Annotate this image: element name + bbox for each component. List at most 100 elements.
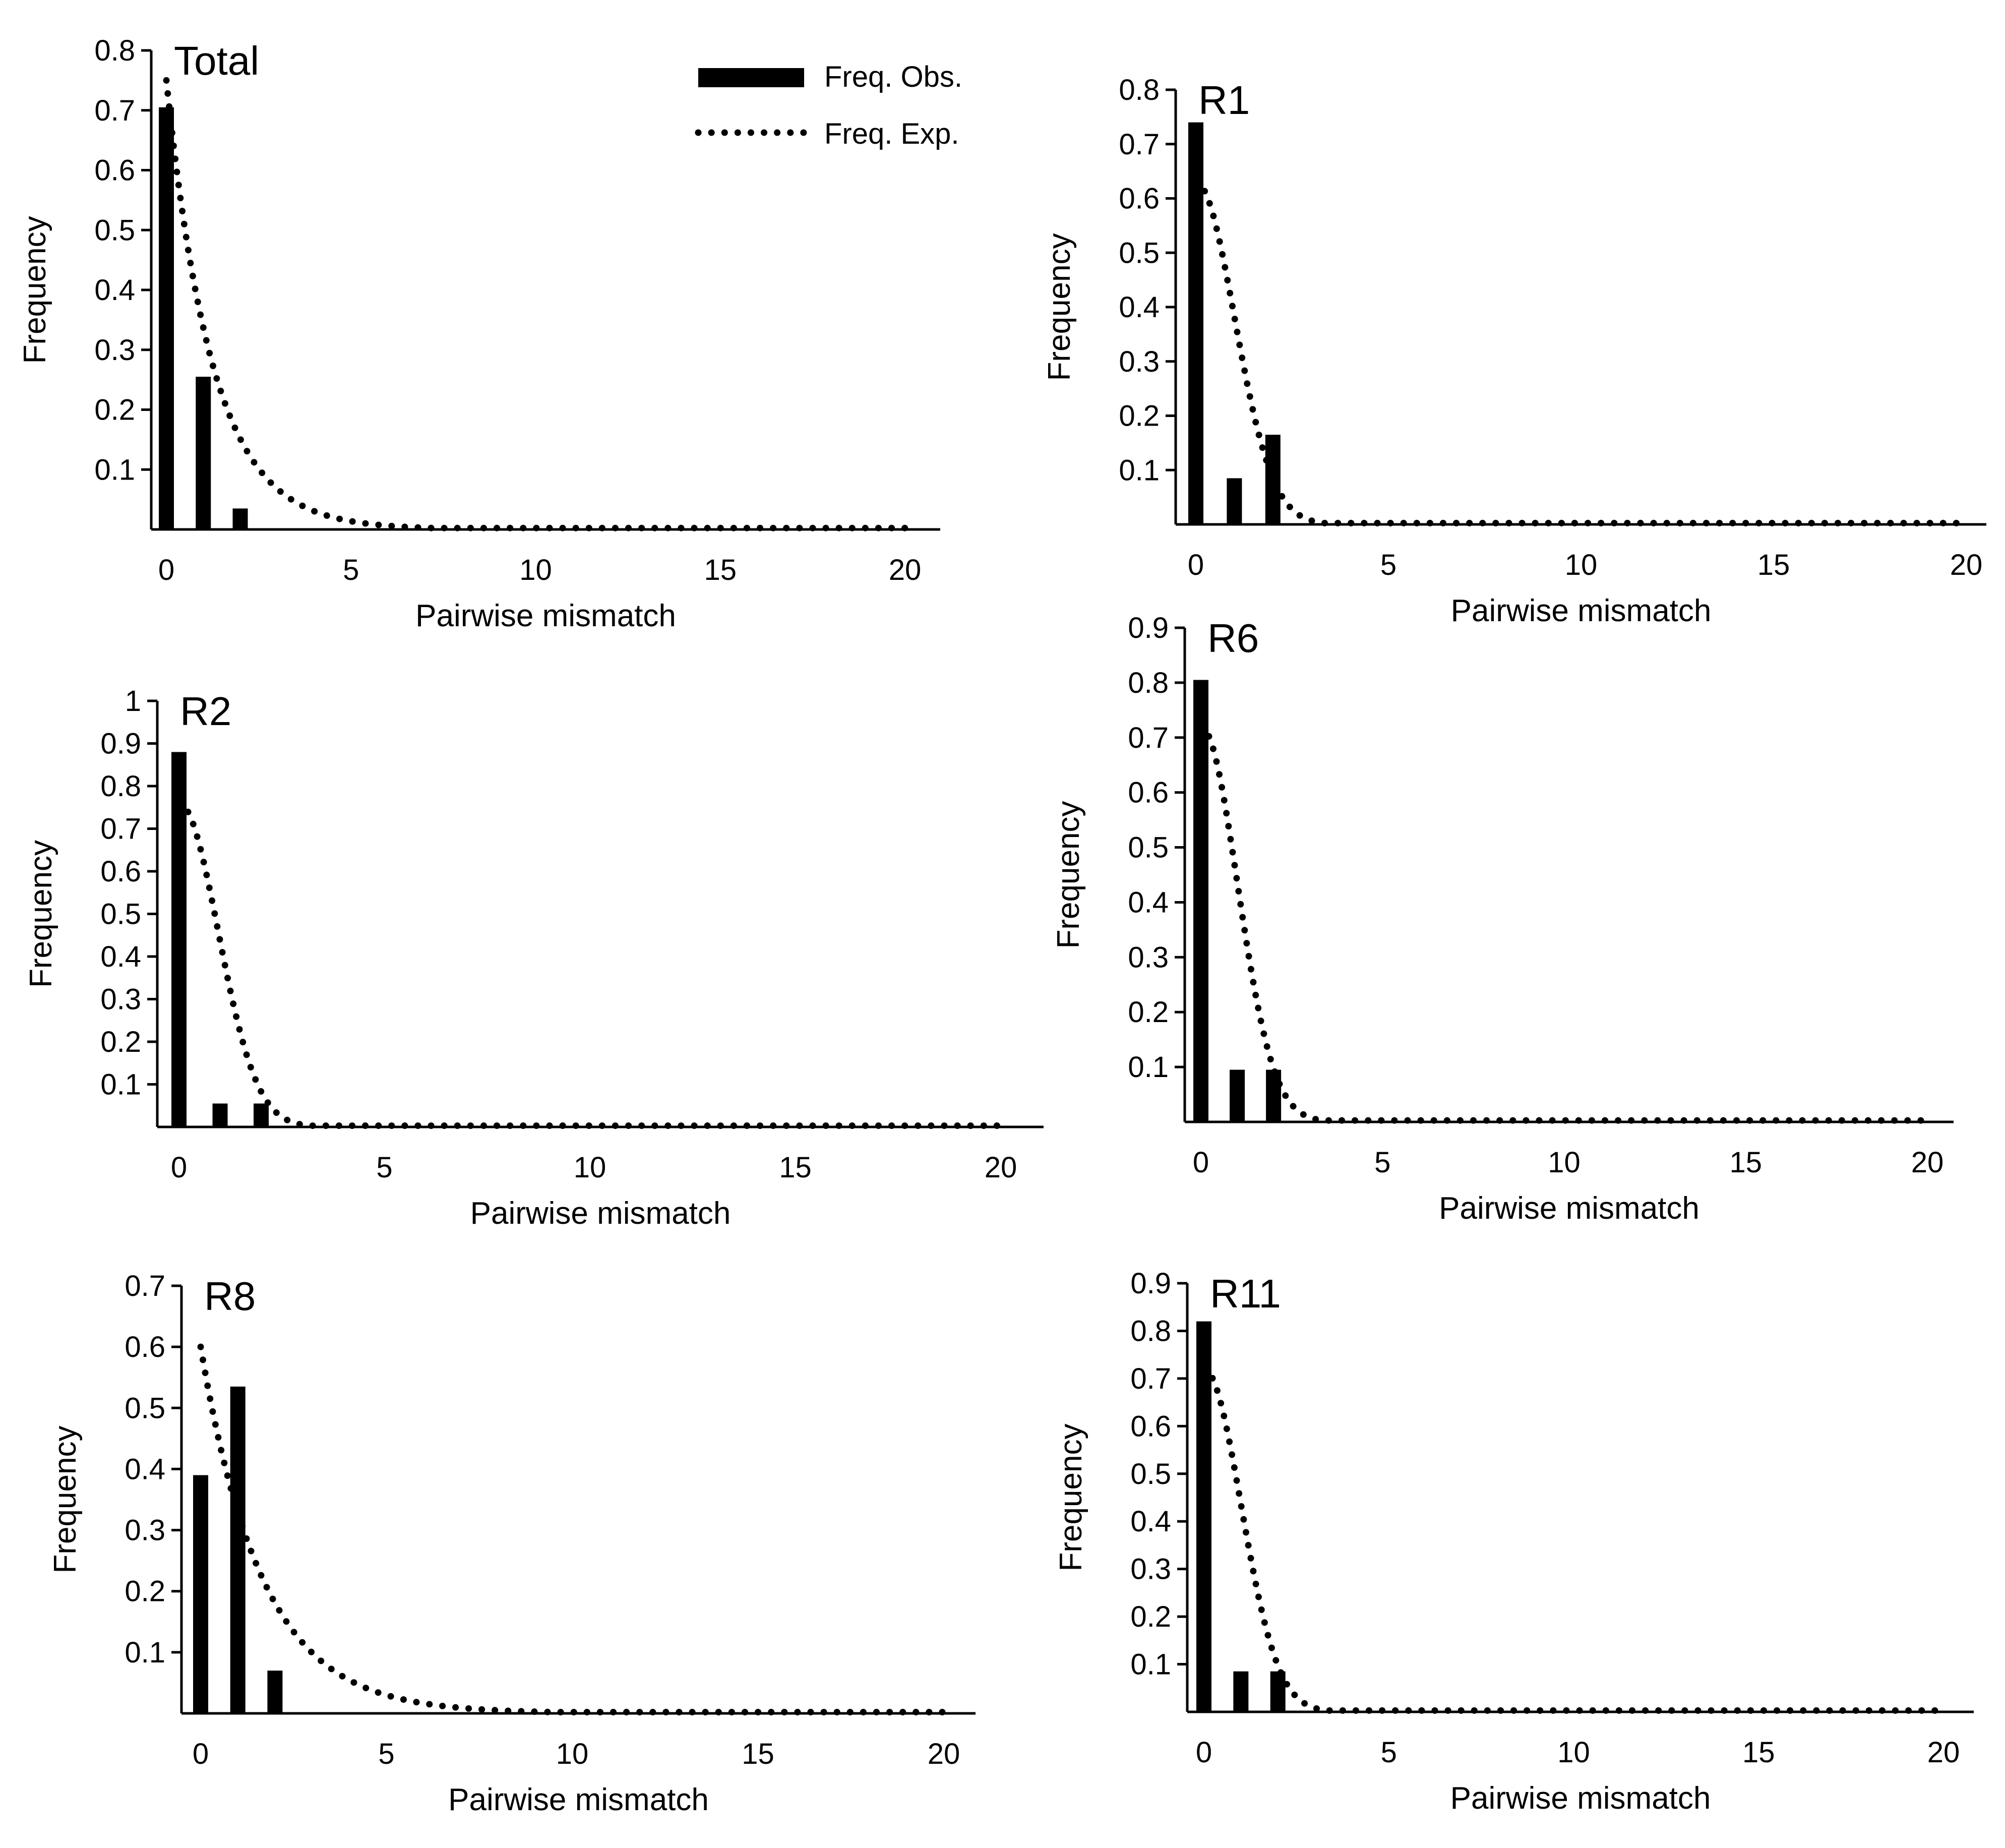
y-tick-label: 0.2: [94, 394, 135, 427]
y-tick-label: 0.3: [1119, 345, 1160, 378]
y-tick-label: 0.1: [1128, 1051, 1169, 1084]
y-axis-title: Frequency: [18, 216, 52, 364]
y-tick-label: 0.9: [1130, 1267, 1171, 1300]
x-tick-label: 20: [985, 1151, 1017, 1184]
x-tick-label: 5: [1374, 1146, 1390, 1179]
x-tick-label: 20: [1927, 1736, 1960, 1769]
y-tick-label: 0.2: [1128, 996, 1169, 1029]
line-expected: [175, 800, 1004, 1129]
y-tick-label: 0.2: [125, 1575, 165, 1608]
y-axis-title: Frequency: [1054, 1424, 1088, 1572]
x-axis-title: Pairwise mismatch: [415, 599, 676, 633]
x-axis-title: Pairwise mismatch: [448, 1782, 709, 1817]
y-tick-label: 0.1: [125, 1636, 165, 1669]
x-axis-title: Pairwise mismatch: [1451, 593, 1712, 628]
legend: Freq. Obs. Freq. Exp.: [695, 61, 962, 150]
y-tick-label: 0.4: [1119, 291, 1160, 324]
y-tick-label: 0.7: [1119, 128, 1160, 161]
chart-panel: 0.1 0.2 0.3 0.4 0.5 0.6 0.7 0.8 0 5 10 15 20 Pairwise…: [18, 34, 940, 633]
y-tick-label: 0.6: [1119, 183, 1160, 215]
x-axis-title: Pairwise mismatch: [1450, 1781, 1711, 1816]
y-tick-label: 0.7: [1128, 722, 1169, 754]
x-tick-label: 10: [1548, 1146, 1581, 1179]
bar-observed: [1227, 478, 1242, 524]
y-tick-label: 0.8: [1119, 74, 1160, 106]
line-expected: [197, 1343, 947, 1715]
x-tick-label: 15: [1729, 1146, 1762, 1179]
y-tick-label: 0.6: [100, 855, 141, 888]
y-tick-label: 0.4: [1128, 886, 1169, 919]
y-tick-label: 0.8: [1128, 667, 1169, 699]
bar-observed: [267, 1671, 283, 1713]
y-tick-label: 0.4: [94, 274, 135, 307]
y-tick-label: 0.5: [125, 1392, 165, 1424]
x-tick-label: 10: [556, 1738, 589, 1770]
panel-title: R2: [180, 689, 231, 734]
x-tick-label: 0: [1193, 1146, 1209, 1179]
y-tick-label: 0.7: [125, 1270, 165, 1302]
y-tick-label: 0.1: [1119, 454, 1160, 487]
line-expected: [1192, 178, 1970, 526]
bar-observed: [1270, 1671, 1286, 1712]
y-tick-label: 0.6: [125, 1331, 165, 1363]
bar-observed: [193, 1475, 208, 1713]
bar-observed: [230, 1386, 246, 1713]
x-axis-title: Pairwise mismatch: [470, 1196, 731, 1231]
line-expected: [163, 77, 908, 531]
x-tick-label: 0: [158, 554, 174, 586]
legend-expected-label: Freq. Exp.: [824, 117, 959, 150]
x-tick-label: 0: [171, 1151, 187, 1184]
y-axis-title: Frequency: [24, 840, 58, 988]
x-tick-label: 10: [1557, 1736, 1590, 1769]
panel-title: R8: [204, 1274, 256, 1319]
x-tick-label: 5: [378, 1738, 394, 1770]
y-tick-label: 0.9: [100, 728, 141, 760]
x-tick-label: 20: [1911, 1146, 1944, 1179]
y-tick-label: 0.1: [1130, 1648, 1171, 1681]
x-tick-label: 5: [1380, 549, 1396, 581]
panel-title: R6: [1207, 616, 1259, 661]
bar-observed: [1266, 1069, 1282, 1122]
x-tick-label: 5: [1381, 1736, 1397, 1769]
y-tick-label: 0.5: [1130, 1458, 1171, 1491]
x-tick-label: 15: [779, 1151, 812, 1184]
y-tick-label: 0.6: [1128, 777, 1169, 809]
y-tick-label: 0.3: [100, 983, 141, 1016]
y-tick-label: 0.5: [94, 214, 135, 247]
chart-panel: 0.1 0.2 0.3 0.4 0.5 0.6 0.7 0.8 0.9 0 5 10 15 20 Pairw…: [1054, 1267, 1974, 1816]
chart-panel: 0.1 0.2 0.3 0.4 0.5 0.6 0.7 0.8 0.9 0 5 10 15 20 Pairw…: [1051, 612, 1954, 1226]
y-tick-label: 0.5: [100, 898, 141, 931]
chart-panel: 0.1 0.2 0.3 0.4 0.5 0.6 0.7 0.8 0 5 10 15 20 Pairwise…: [1042, 74, 1986, 628]
x-tick-label: 10: [519, 554, 552, 586]
bar-observed: [1196, 1321, 1211, 1712]
y-tick-label: 0.6: [1130, 1410, 1171, 1443]
bar-observed: [1188, 122, 1203, 524]
y-tick-label: 0.5: [1128, 831, 1169, 864]
y-tick-label: 0.1: [94, 453, 135, 486]
panel-title: R11: [1210, 1271, 1281, 1316]
y-tick-label: 0.5: [1119, 236, 1160, 269]
y-tick-label: 0.2: [100, 1026, 141, 1058]
x-tick-label: 15: [742, 1738, 774, 1770]
bar-observed: [1265, 435, 1281, 524]
bar-observed: [196, 377, 211, 529]
x-tick-label: 0: [1196, 1736, 1212, 1769]
y-tick-label: 0.7: [100, 813, 141, 846]
chart-panel: 0.10.20.30.40.50.60.70.80.910 5 10 15 20Pair…: [24, 685, 1044, 1231]
y-tick-label: 0.3: [94, 334, 135, 367]
y-tick-label: 0.7: [94, 94, 135, 127]
y-tick-label: 0.8: [100, 770, 141, 803]
panel-title: R1: [1198, 78, 1250, 123]
y-tick-label: 0.4: [125, 1453, 165, 1485]
y-tick-label: 0.2: [1119, 400, 1160, 433]
x-tick-label: 15: [704, 554, 737, 586]
x-axis-title: Pairwise mismatch: [1439, 1191, 1699, 1226]
x-tick-label: 10: [1565, 549, 1598, 581]
y-tick-label: 0.7: [1130, 1362, 1171, 1395]
x-tick-label: 0: [1188, 549, 1204, 581]
line-expected: [1197, 723, 1931, 1124]
x-tick-label: 10: [574, 1151, 606, 1184]
y-axis-title: Frequency: [1051, 801, 1086, 949]
panel-title: Total: [174, 38, 259, 83]
